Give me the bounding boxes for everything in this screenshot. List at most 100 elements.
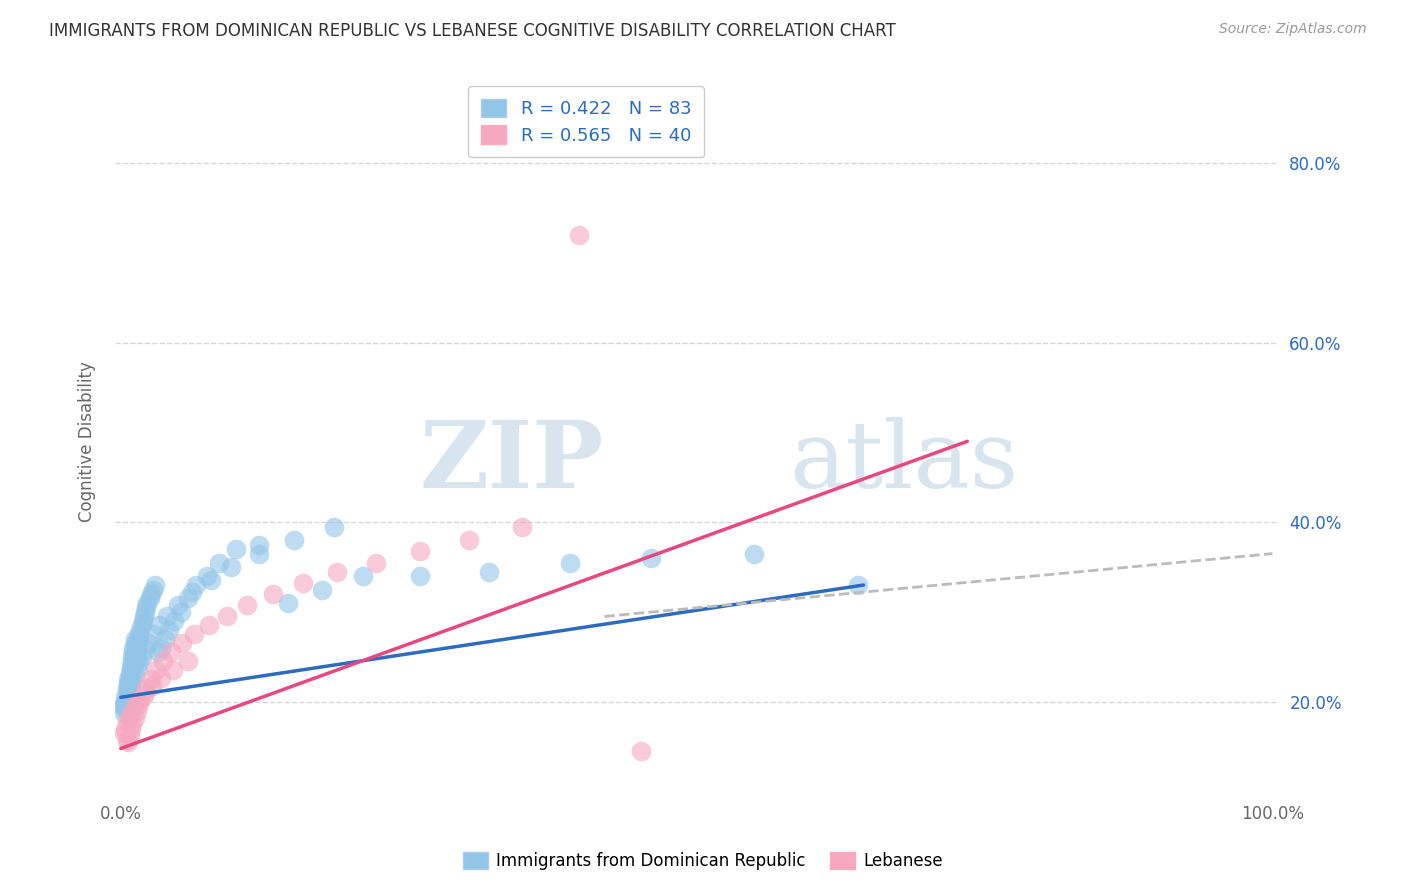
Point [121,674,143,689]
Point [112,726,135,740]
Point [558,556,581,570]
Point [125,645,148,659]
Point [148,618,170,632]
Point [125,640,148,655]
Text: atlas: atlas [790,417,1019,508]
Point [198,618,221,632]
Point [170,636,193,650]
Point [117,692,139,706]
Point [153,632,176,646]
Point [311,582,333,597]
Point [124,711,146,725]
Point [114,722,136,736]
Point [118,675,141,690]
Point [114,702,136,716]
Point [742,547,765,561]
Point [122,645,145,659]
Point [117,673,139,687]
Point [510,519,533,533]
Point [152,654,174,668]
Point [132,609,155,624]
Point [118,679,141,693]
Point [150,672,173,686]
Point [131,649,153,664]
Point [262,587,284,601]
Point [139,673,162,687]
Point [208,556,231,570]
Point [120,679,142,693]
Point [118,670,141,684]
Point [121,717,143,731]
Point [283,533,305,548]
Point [478,565,501,579]
Point [176,654,198,668]
Point [225,542,247,557]
Point [134,686,156,700]
Point [156,609,179,624]
Y-axis label: Cognitive Disability: Cognitive Disability [79,361,96,522]
Point [146,645,169,659]
Point [141,679,163,693]
Point [352,569,374,583]
Point [125,661,148,675]
Point [128,655,150,669]
Point [247,538,270,552]
Point [322,519,344,533]
Point [125,649,148,664]
Point [115,698,138,712]
Point [215,609,238,624]
Point [184,578,207,592]
Point [112,699,135,714]
Point [181,585,204,599]
Point [846,578,869,592]
Point [138,591,160,606]
Point [200,573,222,587]
Point [221,560,243,574]
Point [124,699,146,714]
Point [120,658,142,673]
Point [157,623,180,637]
Point [125,704,148,718]
Point [124,632,146,646]
Point [127,636,149,650]
Point [122,640,145,655]
Point [326,565,349,579]
Point [115,681,138,696]
Text: IMMIGRANTS FROM DOMINICAN REPUBLIC VS LEBANESE COGNITIVE DISABILITY CORRELATION : IMMIGRANTS FROM DOMINICAN REPUBLIC VS LE… [49,22,896,40]
Legend: R = 0.422   N = 83, R = 0.565   N = 40: R = 0.422 N = 83, R = 0.565 N = 40 [468,87,704,157]
Point [409,544,432,558]
Point [139,587,162,601]
Text: Source: ZipAtlas.com: Source: ZipAtlas.com [1219,22,1367,37]
Point [125,654,148,668]
Point [162,664,184,678]
Point [176,591,198,606]
Point [291,576,314,591]
Text: ZIP: ZIP [419,417,603,508]
Point [136,596,159,610]
Point [118,710,141,724]
Point [120,664,142,678]
Point [247,547,270,561]
Point [409,569,432,583]
Point [457,533,479,548]
Point [143,578,166,592]
Point [135,681,157,696]
Point [120,706,142,720]
Point [195,569,218,583]
Point [128,693,150,707]
Point [128,627,150,641]
Point [183,627,205,641]
Point [128,697,150,711]
Point [366,556,388,570]
Point [145,664,167,678]
Point [121,649,143,664]
Point [115,714,138,729]
Point [142,582,165,597]
Point [167,598,190,612]
Point [131,690,153,705]
Point [124,668,146,682]
Point [118,729,141,743]
Point [134,605,156,619]
Point [236,598,259,612]
Point [124,636,146,650]
